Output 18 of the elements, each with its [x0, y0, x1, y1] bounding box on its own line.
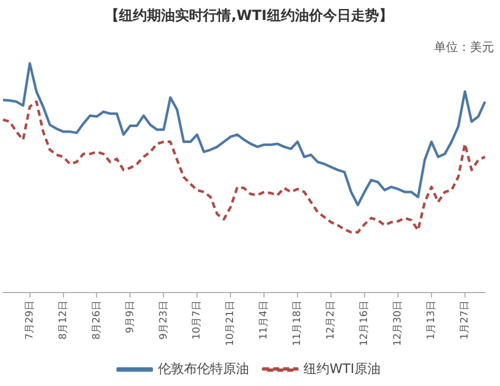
x-tick-label: 10月7日	[192, 300, 203, 340]
chart-title: 【纽约期油实时行情,WTI纽约油价今日走势】	[105, 7, 393, 24]
x-tick-label: 12月30日	[392, 300, 404, 346]
x-tick-label: 9月9日	[124, 300, 136, 334]
x-tick-label: 8月12日	[58, 300, 69, 340]
legend-label: 纽约WTI原油	[304, 362, 380, 377]
x-tick-label: 9月23日	[158, 300, 170, 340]
x-tick-label: 8月26日	[91, 300, 102, 340]
text: 单位：美元	[434, 40, 494, 54]
x-tick-label: 10月21日	[225, 300, 236, 346]
x-tick-label: 12月2日	[326, 300, 337, 340]
legend-label: 伦敦布伦特原油	[158, 362, 250, 377]
x-tick-label: 7月29日	[24, 300, 36, 340]
x-tick-label: 11月4日	[258, 300, 270, 340]
x-tick-label: 12月16日	[359, 300, 370, 346]
x-tick-label: 11月18日	[292, 300, 304, 346]
x-tick-label: 1月13日	[426, 300, 438, 340]
x-tick-label: 1月27日	[460, 300, 471, 340]
